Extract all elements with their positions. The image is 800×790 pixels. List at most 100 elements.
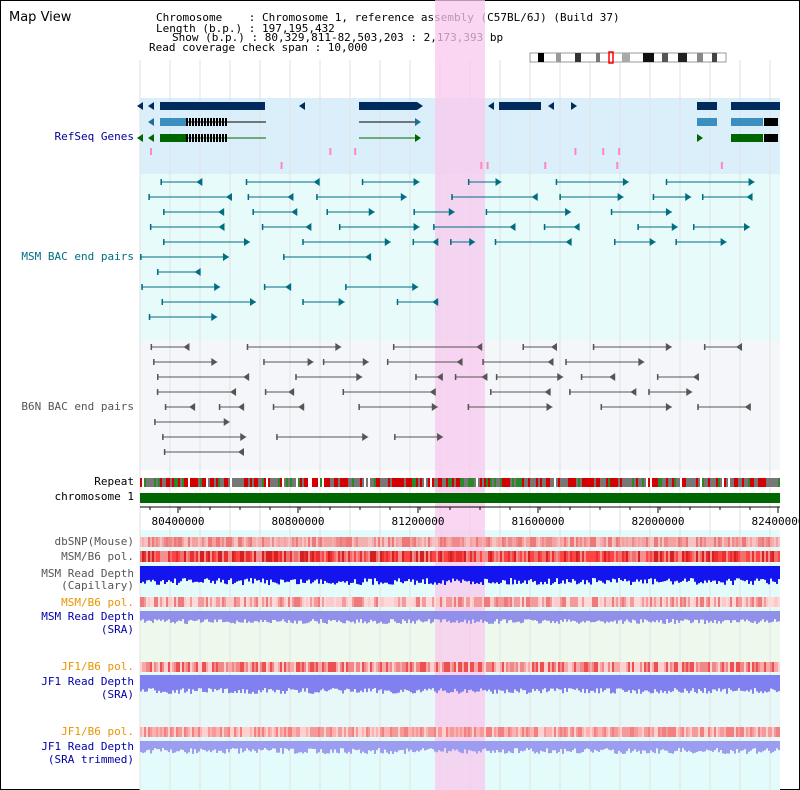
msm-depth-sra-bar — [458, 611, 460, 624]
jf1-depth-trimmed-bar — [584, 741, 586, 750]
dbsnp-heat — [574, 537, 576, 547]
msm-depth-sra-bar — [722, 611, 724, 622]
jf1-pol-heat-2 — [702, 727, 704, 737]
jf1-depth-sra-bar — [212, 675, 214, 692]
repeat-mark — [690, 478, 692, 487]
msm-pol-heat — [644, 551, 646, 562]
msm-pol-heat-2 — [244, 597, 246, 607]
jf1-depth-sra-bar — [502, 675, 504, 691]
msm-depth-sra-bar — [764, 611, 766, 623]
msm-pol-heat-2 — [564, 597, 566, 607]
jf1-pol-heat-2 — [324, 727, 326, 737]
msm-pol-heat-2 — [634, 597, 636, 607]
msm-depth-capillary-bar — [518, 566, 520, 581]
msm-depth-sra-bar — [630, 611, 632, 623]
snp-mark — [720, 162, 723, 169]
dbsnp-heat — [278, 537, 280, 547]
jf1-depth-sra-bar — [298, 675, 300, 693]
jf1-depth-trimmed-bar — [420, 741, 422, 751]
jf1-pol-heat — [372, 662, 374, 672]
jf1-pol-heat — [486, 662, 488, 672]
jf1-depth-sra-bar — [444, 675, 446, 691]
jf1-pol-heat-2 — [280, 727, 282, 737]
msm-depth-capillary-bar — [296, 566, 298, 585]
jf1-depth-sra-bar — [232, 675, 234, 693]
jf1-pol-heat — [322, 662, 324, 672]
jf1-pol-heat-2 — [654, 727, 656, 737]
msm-depth-sra-bar — [432, 611, 434, 623]
jf1-pol-heat — [552, 662, 554, 672]
gene-feature — [697, 118, 717, 126]
msm-depth-sra-bar — [456, 611, 458, 621]
msm-pol-heat — [578, 551, 580, 562]
jf1-depth-trimmed-bar — [672, 741, 674, 754]
msm-depth-capillary-bar — [734, 566, 736, 581]
jf1-pol-heat-2 — [376, 727, 378, 737]
jf1-depth-sra-bar — [646, 675, 648, 691]
msm-depth-capillary-bar — [700, 566, 702, 583]
msm-pol-heat-2 — [312, 597, 314, 607]
msm-depth-capillary-bar — [504, 566, 506, 581]
jf1-depth-sra-bar — [464, 675, 466, 690]
repeat-mark — [308, 478, 310, 487]
msm-depth-capillary-bar — [326, 566, 328, 583]
msm-pol-heat — [398, 551, 400, 562]
msm-pol-heat — [380, 551, 382, 562]
msm-pol-heat-2 — [762, 597, 764, 607]
jf1-depth-trimmed-bar — [726, 741, 728, 754]
jf1-depth-trimmed-bar — [712, 741, 714, 752]
msm-pol-heat — [534, 551, 536, 562]
msm-pol-heat — [254, 551, 256, 562]
msm-depth-capillary-bar — [276, 566, 278, 584]
msm-depth-capillary-bar — [512, 566, 514, 585]
msm-bac-pair-end — [494, 239, 497, 245]
dbsnp-heat — [180, 537, 182, 547]
msm-pol-heat-2 — [646, 597, 648, 607]
jf1-depth-sra-bar — [150, 675, 152, 689]
b6n-bac-pair-end — [156, 389, 159, 395]
msm-bac-pair-arrow — [384, 238, 391, 246]
msm-pol-heat-2 — [450, 597, 452, 607]
jf1-depth-trimmed-bar — [248, 741, 250, 751]
msm-pol-heat — [712, 551, 714, 562]
repeat-mark — [368, 478, 370, 487]
jf1-pol-heat — [220, 662, 222, 672]
dbsnp-heat — [358, 537, 360, 547]
dbsnp-heat — [486, 537, 488, 547]
jf1-depth-trimmed-bar — [528, 741, 530, 751]
jf1-pol-heat — [338, 662, 340, 672]
msm-pol-heat — [340, 551, 342, 562]
msm-depth-sra-bar — [654, 611, 656, 623]
b6n-bac-pair-end — [392, 344, 395, 350]
repeat-mark — [436, 478, 438, 487]
jf1-depth-trimmed-bar — [566, 741, 568, 752]
jf1-depth-sra-bar — [620, 675, 622, 689]
jf1-depth-sra-bar — [508, 675, 510, 693]
jf1-pol-heat-2 — [474, 727, 476, 737]
jf1-depth-sra-bar — [286, 675, 288, 691]
msm-depth-sra-bar — [142, 611, 144, 620]
gene-exon — [189, 134, 191, 142]
msm-pol-heat — [500, 551, 502, 562]
gene-exon — [186, 134, 188, 142]
jf1-depth-sra-bar — [158, 675, 160, 691]
gene-strand-arrow — [488, 102, 494, 110]
msm-pol-heat — [494, 551, 496, 562]
jf1-pol-heat — [640, 662, 642, 672]
b6n-bac-pair-end — [482, 359, 484, 365]
repeat-mark — [196, 478, 198, 487]
msm-pol-heat-2 — [690, 597, 692, 607]
msm-pol-heat — [754, 551, 756, 562]
jf1-depth-sra-bar — [362, 675, 364, 693]
msm-pol-heat-2 — [578, 597, 580, 607]
jf1-depth-trimmed-bar — [392, 741, 394, 754]
jf1-pol-heat — [724, 662, 726, 672]
msm-pol-heat — [648, 551, 650, 562]
repeat-mark — [498, 478, 500, 487]
jf1-depth-trimmed-bar — [144, 741, 146, 753]
msm-pol-heat-2 — [358, 597, 360, 607]
jf1-depth-trimmed-bar — [758, 741, 760, 752]
jf1-pol-heat-2 — [540, 727, 542, 737]
msm-bac-pair-arrow — [649, 238, 656, 246]
